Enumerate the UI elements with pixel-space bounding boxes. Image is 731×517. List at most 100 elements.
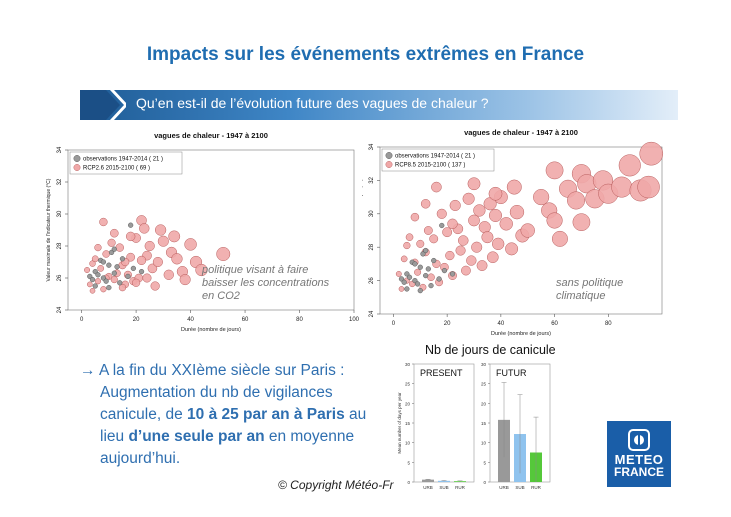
bullet-line-2: Augmentation du nb de vigilances [100,384,333,401]
data-point-rcp [107,238,116,247]
y-tick-label: 15 [481,421,487,426]
x-tick-label: 0 [80,317,84,323]
annotation-line: en CO2 [202,290,240,302]
data-point-rcp [168,230,181,243]
y-tick-label: 5 [407,460,410,465]
bar-panel: PRESENT 0 5 10 15 20 25 30 URB SUB RUR [405,362,475,490]
y-tick-label: 0 [483,480,486,485]
chevron-right-icon [80,90,126,120]
category-label: URB [423,485,433,490]
x-tick-label: 0 [392,321,396,327]
data-point-observation [401,279,407,285]
data-point-rcp [142,273,152,283]
data-point-rcp [551,230,568,247]
y-axis-label: Mean number of days per year [397,392,402,454]
y-tick-label: 0 [407,480,410,485]
data-point-rcp [136,255,147,266]
y-tick-label: 25 [481,382,487,387]
category-label: SUB [439,485,448,490]
data-point-observation [412,261,418,267]
legend-label-observations: observations 1947-2014 ( 21 ) [83,157,163,163]
y-tick-label: 25 [405,382,411,387]
x-tick-label: 20 [444,321,451,327]
bar-chart-canicule: PRESENT 0 5 10 15 20 25 30 URB SUB RUR Mean number … [397,362,551,490]
y-tick-label: 24 [57,306,63,313]
data-point-rcp [427,273,435,282]
data-point-rcp [546,212,563,229]
x-tick-label: 40 [187,317,194,323]
bar [422,479,434,482]
y-tick-label: 32 [57,178,63,185]
data-point-rcp [520,223,535,238]
data-point-rcp [471,241,483,253]
data-point-rcp [94,278,102,285]
data-point-rcp [163,269,174,280]
data-point-observation [417,288,423,294]
data-point-rcp [150,281,160,291]
panel-label: FUTUR [496,368,527,378]
data-point-rcp [488,208,502,222]
y-axis-label: Valeur maximale de l'indicateur thermiqu… [362,179,364,282]
data-point-observation [439,222,445,229]
data-point-observation [436,276,442,282]
legend-label-rcp: RCP8.5 2015-2100 ( 137 ) [395,163,465,169]
data-point-rcp [445,250,455,261]
data-point-observation [92,283,98,289]
y-tick-label: 20 [405,401,411,406]
y-tick-label: 20 [481,401,487,406]
data-point-observation [106,285,112,291]
bullet-line-4b: d’une seule par an [128,428,265,445]
scatter-chart-rcp85: vagues de chaleur - 1947 à 2100 0 20 40 60 80… [362,128,664,336]
y-tick-label: 34 [369,143,375,150]
data-point-rcp [637,175,660,199]
data-point-rcp [410,212,420,222]
annotation-line: politique visant à faire [201,264,308,276]
bullet-line-3a: canicule, de [100,406,188,423]
data-point-rcp [216,247,231,261]
y-tick-label: 30 [369,210,375,217]
legend-marker-observations [73,155,81,162]
data-point-rcp [572,213,591,231]
data-point-rcp [481,231,494,244]
data-point-rcp [414,268,422,276]
y-tick-label: 10 [405,441,411,446]
y-tick-label: 5 [483,460,486,465]
x-axis-label: Durée (nombre de jours) [491,331,551,336]
panel-frame [413,363,475,483]
bar-panel: FUTUR 0 5 10 15 20 25 30 URB SUB RUR [481,362,551,490]
x-tick-label: 20 [133,317,140,323]
x-tick-label: 80 [605,321,612,327]
data-point-observation [106,262,112,268]
page-title: Impacts sur les événements extrêmes en F… [146,44,585,65]
y-tick-label: 30 [405,362,411,367]
data-point-observation [111,246,117,252]
data-point-rcp [195,263,208,277]
data-point-rcp [102,250,110,258]
data-point-rcp [403,241,411,250]
annotation-line: baisser les concentrations [202,277,330,289]
data-point-rcp [639,141,664,166]
data-point-rcp [467,177,481,191]
y-tick-label: 28 [57,242,63,249]
logo-line-2: FRANCE [614,465,664,479]
data-point-observation [412,278,418,284]
arrow-icon: → [80,362,96,379]
data-point-observation [125,273,131,280]
data-point-rcp [429,234,439,244]
data-point-rcp [545,161,564,180]
chart-title: vagues de chaleur - 1947 à 2100 [464,128,578,137]
data-point-observation [100,259,107,265]
data-point-rcp [147,263,158,274]
data-point-rcp [509,204,525,220]
data-point-rcp [152,256,163,268]
data-point-rcp [97,265,105,272]
scatter-chart-rcp26: vagues de chaleur - 1947 à 2100 0 20 40 60 80… [46,131,360,333]
x-tick-label: 80 [296,317,303,323]
y-tick-label: 26 [57,274,63,281]
y-tick-label: 26 [369,277,375,284]
data-point-rcp [139,223,150,234]
data-point-rcp [447,218,458,229]
data-point-observation [138,269,145,275]
data-point-observation [128,222,134,228]
data-point-rcp [405,233,414,241]
